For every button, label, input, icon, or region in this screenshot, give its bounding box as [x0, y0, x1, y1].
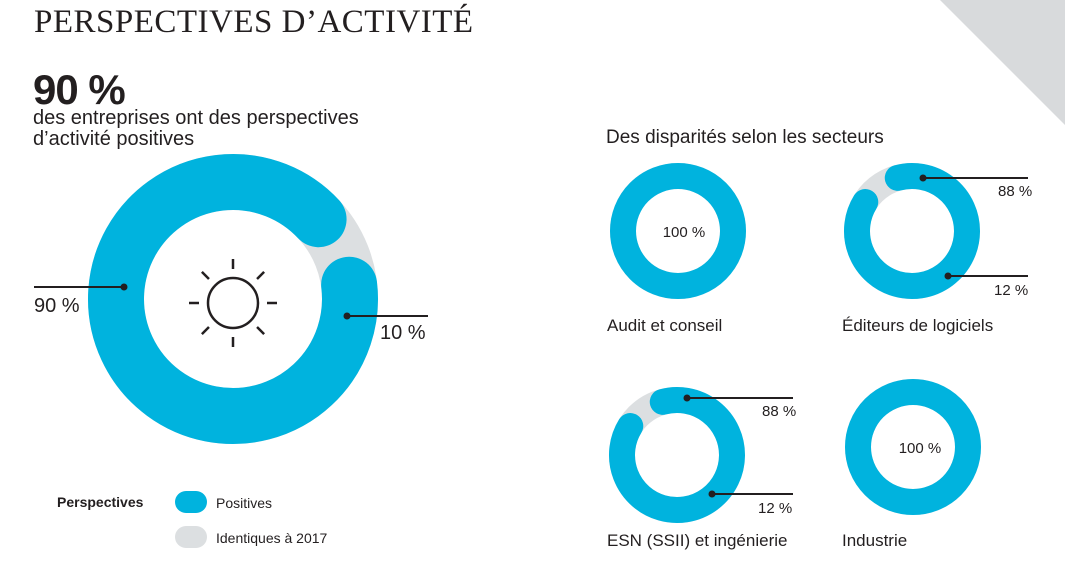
sun-icon-ray [201, 271, 210, 280]
main-donut-positives-slice [88, 154, 378, 444]
page-title: PERSPECTIVES D’ACTIVITÉ [34, 4, 474, 40]
main-label-90-leader-dot [120, 283, 128, 291]
sun-icon [206, 276, 260, 330]
legend-label-positives: Positives [216, 495, 273, 511]
sun-icon-ray [256, 271, 265, 280]
legend-swatch-identiques [175, 526, 207, 548]
sector-label-esn: ESN (SSII) et ingénierie [607, 531, 788, 550]
legend-swatch-positives [175, 491, 207, 513]
audit-label-100: 100 % [663, 224, 706, 241]
sectors-title: Des disparités selon les secteurs [606, 127, 884, 148]
headline-description-line-2: d’activité positives [33, 128, 195, 150]
legend-label-identiques: Identiques à 2017 [216, 530, 328, 546]
esn-label-88-leader-dot [683, 394, 691, 402]
sector-label-audit: Audit et conseil [607, 316, 723, 335]
sun-icon-ray [201, 326, 210, 335]
industrie-donut-positives-slice [845, 379, 981, 515]
audit-donut-positives-slice [610, 163, 746, 299]
editeurs-donut-positives-slice [844, 163, 980, 299]
headline-description-line-1: des entreprises ont des perspectives [33, 107, 359, 129]
headline-percentage: 90 % [33, 66, 126, 113]
editeurs-label-12-leader-dot [944, 272, 952, 280]
main-label-10: 10 % [380, 322, 426, 344]
legend-title: Perspectives [57, 494, 144, 510]
main-label-10-leader-dot [343, 312, 351, 320]
headline-description: des entreprises ont des perspectives d’a… [33, 108, 413, 150]
main-label-90: 90 % [34, 295, 80, 317]
esn-donut-positives-slice [609, 387, 745, 523]
corner-decoration [940, 0, 1065, 125]
industrie-label-100: 100 % [899, 440, 942, 457]
editeurs-label-88-leader-dot [919, 174, 927, 182]
editeurs-label-88: 88 % [998, 183, 1032, 200]
sun-icon-ray [256, 326, 265, 335]
editeurs-label-12: 12 % [994, 282, 1028, 299]
esn-label-12: 12 % [758, 500, 792, 517]
sector-label-industrie: Industrie [842, 531, 908, 550]
esn-label-12-leader-dot [708, 490, 716, 498]
sector-label-editeurs: Éditeurs de logiciels [842, 316, 994, 335]
esn-label-88: 88 % [762, 403, 796, 420]
